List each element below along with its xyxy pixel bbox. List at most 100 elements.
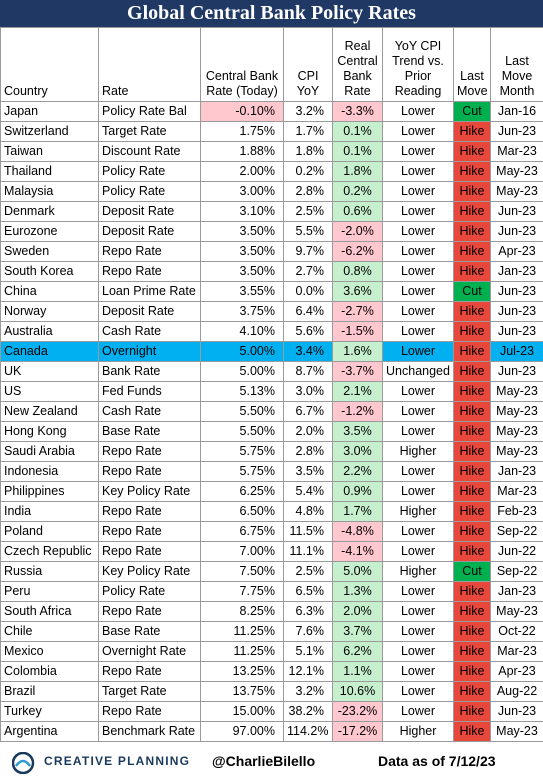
table-cell: Turkey [0, 701, 99, 722]
table-cell: Lower [382, 601, 454, 622]
table-cell: 6.7% [283, 401, 333, 422]
table-cell: Hike [453, 221, 491, 242]
table-cell: Jan-23 [490, 461, 543, 482]
table-cell: 1.7% [332, 501, 383, 522]
table-cell: Indonesia [0, 461, 99, 482]
table-cell: 1.1% [332, 661, 383, 682]
table-cell: 2.00% [200, 161, 284, 182]
table-cell: Hike [453, 321, 491, 342]
table-cell: 7.50% [200, 561, 284, 582]
table-row: Brazil Target Rate 13.75% 3.2% 10.6% Lower Hik… [0, 681, 543, 702]
table-cell: 7.75% [200, 581, 284, 602]
table-cell: 11.1% [283, 541, 333, 562]
table-cell: 6.5% [283, 581, 333, 602]
table-cell: Base Rate [98, 421, 201, 442]
table-cell: 5.4% [283, 481, 333, 502]
table-cell: Bank Rate [98, 361, 201, 382]
table-cell: 3.50% [200, 221, 284, 242]
table-cell: May-23 [490, 601, 543, 622]
table-cell: Hike [453, 381, 491, 402]
table-cell: -2.0% [332, 221, 383, 242]
table-cell: 0.1% [332, 121, 383, 142]
table-cell: 6.3% [283, 601, 333, 622]
table-cell: Lower [382, 341, 454, 362]
table-cell: 3.0% [283, 381, 333, 402]
table-cell: Jan-16 [490, 101, 543, 122]
table-cell: Jun-23 [490, 321, 543, 342]
table-cell: Lower [382, 141, 454, 162]
table-cell: Russia [0, 561, 99, 582]
table-cell: Higher [382, 501, 454, 522]
table-cell: Hike [453, 421, 491, 442]
table-cell: Unchanged [382, 361, 454, 382]
table-cell: Jun-22 [490, 541, 543, 562]
table-cell: 3.6% [332, 281, 383, 302]
table-cell: 3.00% [200, 181, 284, 202]
table-cell: May-23 [490, 161, 543, 182]
table-row: Japan Policy Rate Bal -0.10% 3.2% -3.3% Lower… [0, 101, 543, 122]
table-cell: Argentina [0, 721, 99, 742]
table-cell: Hike [453, 581, 491, 602]
table-cell: May-23 [490, 441, 543, 462]
table-row: Norway Deposit Rate 3.75% 6.4% -2.7% Lower Hik… [0, 301, 543, 322]
table-body: Japan Policy Rate Bal -0.10% 3.2% -3.3% Lower… [0, 101, 543, 742]
table-cell: May-23 [490, 421, 543, 442]
table-cell: -4.8% [332, 521, 383, 542]
table-cell: Aug-22 [490, 681, 543, 702]
table-cell: Repo Rate [98, 441, 201, 462]
handle: @CharlieBilello [212, 753, 316, 769]
table-cell: Overnight [98, 341, 201, 362]
table-cell: US [0, 381, 99, 402]
table-cell: Hike [453, 301, 491, 322]
as-of-date: Data as of 7/12/23 [378, 753, 496, 769]
title: Global Central Bank Policy Rates [0, 0, 543, 27]
table-cell: Deposit Rate [98, 301, 201, 322]
table-cell: Loan Prime Rate [98, 281, 201, 302]
table-cell: Hike [453, 621, 491, 642]
table-cell: Repo Rate [98, 241, 201, 262]
table-cell: 1.8% [283, 141, 333, 162]
table-row: Chile Base Rate 11.25% 7.6% 3.7% Lower Hike Oct… [0, 621, 543, 642]
table-cell: Mexico [0, 641, 99, 662]
table-cell: Hike [453, 161, 491, 182]
table-cell: Hong Kong [0, 421, 99, 442]
table-cell: Cut [453, 281, 491, 302]
table-cell: -17.2% [332, 721, 383, 742]
table-cell: Hike [453, 141, 491, 162]
table-cell: Lower [382, 101, 454, 122]
table-cell: Feb-23 [490, 501, 543, 522]
table-row: China Loan Prime Rate 3.55% 0.0% 3.6% Lower Cu… [0, 281, 543, 302]
table-cell: Lower [382, 181, 454, 202]
table-cell: 3.2% [283, 101, 333, 122]
table-cell: Lower [382, 281, 454, 302]
table-cell: Policy Rate [98, 581, 201, 602]
table-cell: Czech Republic [0, 541, 99, 562]
table-row: Indonesia Repo Rate 5.75% 3.5% 2.2% Lower Hike… [0, 461, 543, 482]
table-cell: Target Rate [98, 121, 201, 142]
table-cell: Hike [453, 121, 491, 142]
table-cell: 114.2% [283, 721, 333, 742]
table-cell: Lower [382, 161, 454, 182]
table-cell: 38.2% [283, 701, 333, 722]
table-cell: India [0, 501, 99, 522]
table-cell: Jun-23 [490, 281, 543, 302]
table-cell: 11.25% [200, 621, 284, 642]
table-cell: -0.10% [200, 101, 284, 122]
table-cell: Deposit Rate [98, 201, 201, 222]
table-cell: Hike [453, 521, 491, 542]
table-cell: Overnight Rate [98, 641, 201, 662]
table-cell: Philippines [0, 481, 99, 502]
table-cell: 15.00% [200, 701, 284, 722]
table-cell: 1.75% [200, 121, 284, 142]
table-cell: Jun-23 [490, 201, 543, 222]
table-cell: 6.50% [200, 501, 284, 522]
table-cell: Hike [453, 241, 491, 262]
table-row: New Zealand Cash Rate 5.50% 6.7% -1.2% Lower H… [0, 401, 543, 422]
table-cell: Higher [382, 561, 454, 582]
table-cell: 2.5% [283, 561, 333, 582]
table-cell: Lower [382, 621, 454, 642]
table-cell: 7.6% [283, 621, 333, 642]
table-cell: 12.1% [283, 661, 333, 682]
table-cell: Benchmark Rate [98, 721, 201, 742]
